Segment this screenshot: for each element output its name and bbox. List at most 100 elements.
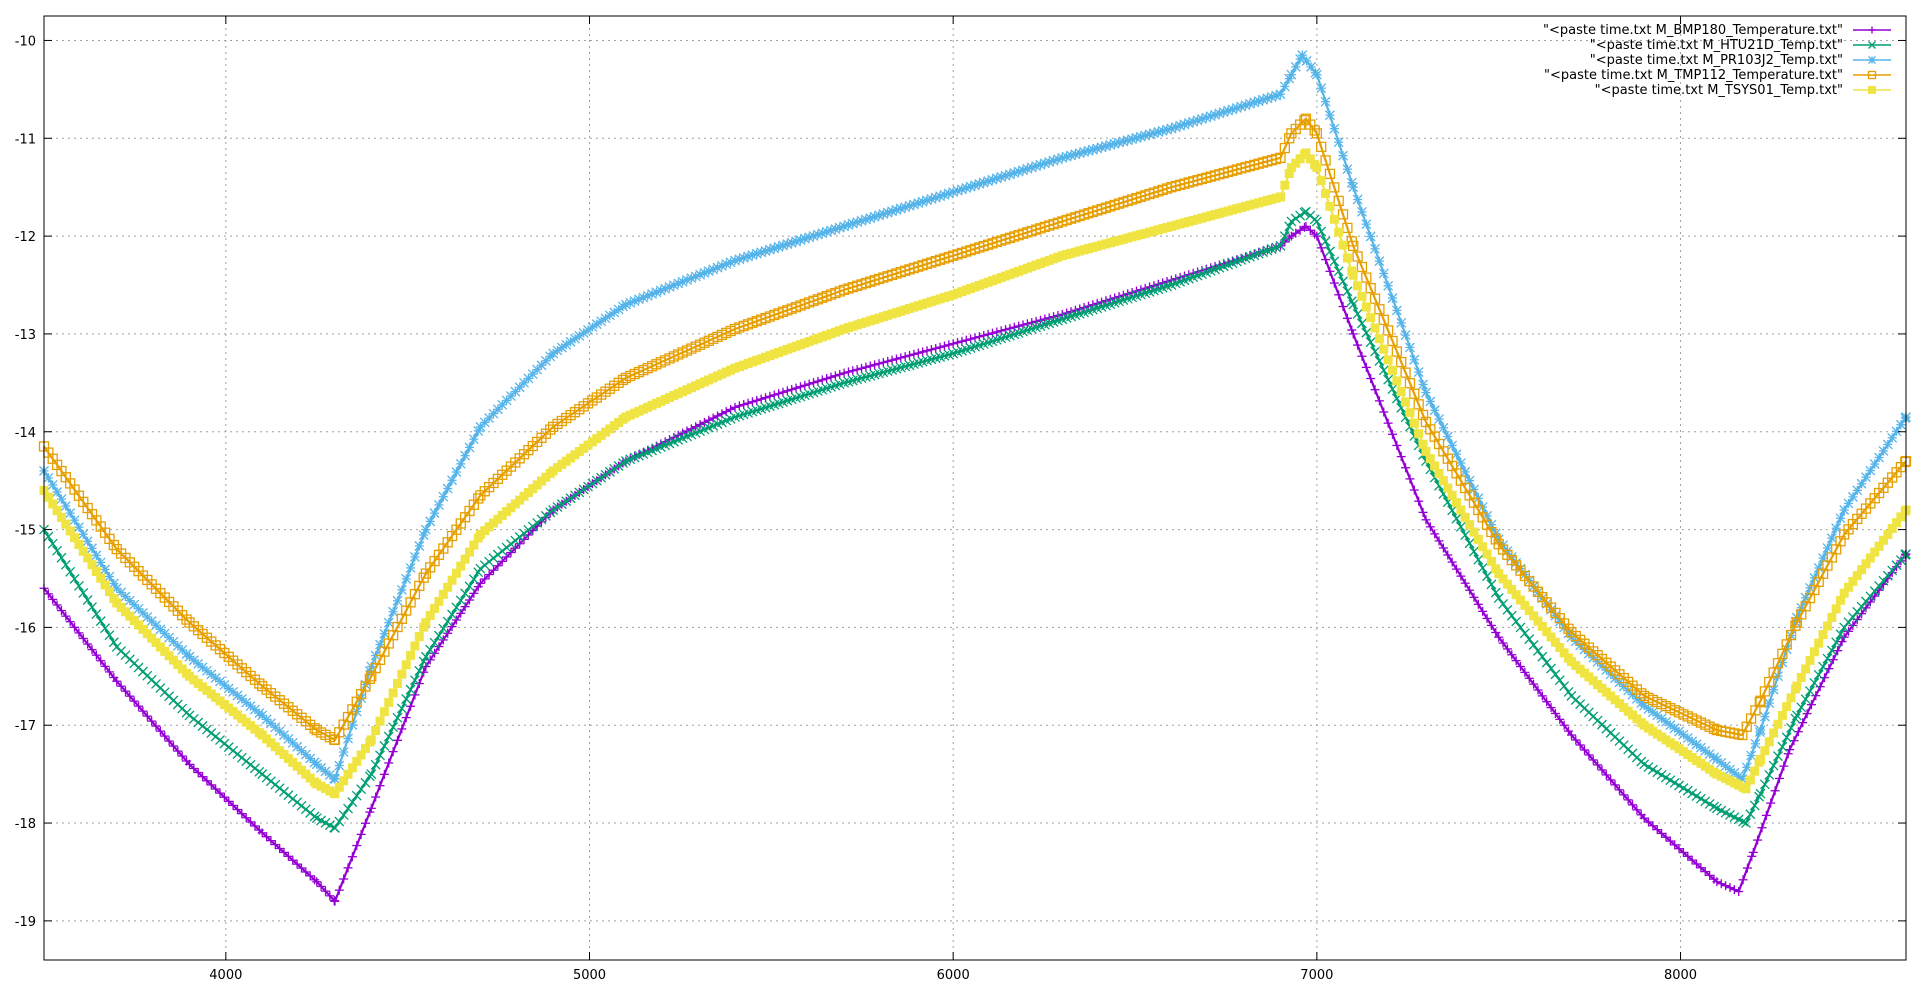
square-marker [1337, 209, 1349, 220]
star-marker [1434, 414, 1445, 424]
plus-marker [87, 645, 97, 655]
legend-entry: "<paste time.txt M_BMP180_Temperature.tx… [1543, 23, 1891, 38]
star-marker [1741, 762, 1752, 773]
filled-square-marker [1801, 664, 1811, 674]
cross-marker [438, 623, 449, 634]
plus-marker [425, 655, 435, 665]
filled-square-marker [1401, 397, 1411, 407]
star-marker [1404, 342, 1415, 353]
plus-marker [1498, 638, 1508, 648]
filled-square-marker [366, 735, 376, 745]
plus-marker [1593, 760, 1603, 770]
star-marker [1764, 698, 1775, 709]
plus-marker [410, 690, 420, 700]
plus-marker [1729, 885, 1739, 895]
plus-marker [155, 726, 165, 736]
square-marker [1417, 409, 1429, 421]
star-marker [392, 595, 403, 606]
plus-marker [1325, 266, 1335, 276]
cross-marker [95, 616, 106, 627]
filled-square-marker [1280, 180, 1290, 190]
filled-square-marker [1469, 527, 1479, 537]
cross-marker [329, 822, 340, 833]
cross-marker [1745, 809, 1756, 820]
plus-marker [1447, 557, 1457, 567]
cross-marker [1346, 296, 1357, 307]
cross-marker [108, 637, 119, 648]
plus-marker [1546, 703, 1556, 713]
cross-marker [1791, 710, 1802, 721]
legend-label: "<paste time.txt M_HTU21D_Temp.txt" [1590, 38, 1843, 53]
filled-square-marker [1387, 365, 1397, 375]
plus-marker [957, 336, 967, 346]
filled-square-marker [1460, 512, 1470, 522]
square-marker [1348, 240, 1359, 252]
star-marker [91, 550, 102, 561]
cross-marker [1365, 337, 1376, 348]
star-marker [1370, 243, 1380, 254]
star-marker [1413, 367, 1424, 378]
plus-marker [339, 874, 349, 884]
plus-marker [1338, 302, 1348, 312]
plus-marker [1632, 805, 1642, 815]
plus-marker [1833, 646, 1843, 656]
plus-marker [839, 368, 849, 378]
plus-marker [1329, 278, 1339, 288]
filled-square-marker [1379, 344, 1389, 354]
cross-marker [425, 644, 436, 655]
plus-marker [1559, 720, 1569, 730]
plus-marker [809, 378, 819, 388]
plus-marker [1301, 221, 1311, 231]
star-marker [401, 573, 412, 584]
plus-marker [891, 354, 901, 364]
cross-marker [1790, 713, 1801, 724]
series-1 [39, 221, 1911, 906]
plus-marker [1566, 730, 1576, 740]
plus-marker [1628, 800, 1638, 810]
cross-marker [574, 487, 585, 498]
series-3 [39, 50, 1911, 784]
plus-marker [488, 565, 498, 575]
plus-marker [138, 706, 148, 716]
star-marker [1451, 449, 1462, 460]
plus-marker [1571, 735, 1581, 745]
plus-marker [931, 343, 941, 353]
plus-marker [695, 420, 705, 430]
legend-entry: "<paste time.txt M_TMP112_Temperature.tx… [1544, 68, 1891, 83]
cross-marker [1387, 384, 1398, 395]
square-marker [1413, 399, 1424, 410]
cross-marker [1279, 231, 1290, 242]
legend: "<paste time.txt M_BMP180_Temperature.tx… [1543, 23, 1891, 98]
cross-marker [409, 675, 420, 686]
star-marker [1365, 231, 1376, 242]
filled-square-marker [1447, 490, 1457, 500]
x-tick-label: 8000 [1664, 968, 1697, 983]
plus-marker [1507, 650, 1517, 660]
plus-marker [1652, 825, 1662, 835]
plus-marker [800, 380, 810, 390]
filled-square-marker [1334, 227, 1344, 237]
plus-marker [992, 327, 1002, 337]
plus-marker [310, 875, 320, 885]
plus-marker [1837, 637, 1847, 647]
cross-marker [600, 469, 611, 480]
cross-marker [1709, 801, 1719, 812]
star-marker [1396, 317, 1407, 328]
plus-marker [878, 357, 888, 367]
star-marker [1750, 738, 1761, 749]
plus-marker [392, 735, 402, 745]
cross-marker [366, 769, 377, 780]
filled-square-marker [401, 660, 411, 670]
star-marker [1847, 491, 1858, 502]
plus-marker [189, 763, 199, 773]
legend-label: "<paste time.txt M_TSYS01_Temp.txt" [1595, 83, 1843, 98]
filled-square-marker [1818, 630, 1828, 640]
plus-marker [1802, 709, 1812, 719]
star-marker [1425, 396, 1436, 407]
plus-marker [1405, 474, 1415, 484]
plus-marker [1465, 585, 1475, 595]
series-line [43, 210, 1907, 830]
plus-marker [125, 691, 135, 701]
cross-marker [1374, 355, 1385, 366]
